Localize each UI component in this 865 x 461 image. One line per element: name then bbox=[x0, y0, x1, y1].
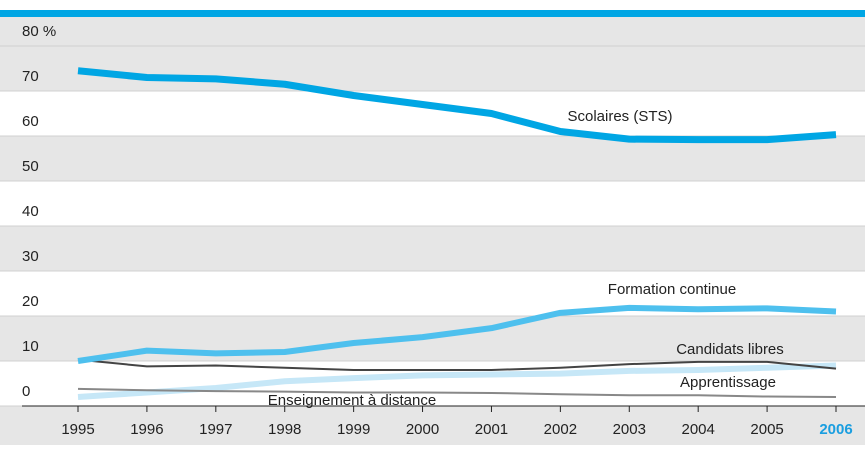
y-tick-label: 40 bbox=[22, 203, 39, 220]
series-label: Scolaires (STS) bbox=[567, 108, 672, 125]
y-tick-label: 70 bbox=[22, 68, 39, 85]
x-tick-label: 2002 bbox=[544, 421, 577, 438]
series-label: Candidats libres bbox=[676, 341, 784, 358]
x-tick-label: 2004 bbox=[681, 421, 714, 438]
series-label: Enseignement à distance bbox=[268, 392, 436, 409]
series-line bbox=[77, 67, 837, 144]
y-tick-label: 20 bbox=[22, 293, 39, 310]
band bbox=[0, 91, 865, 136]
x-tick-label: 1997 bbox=[199, 421, 232, 438]
y-tick-label: 80 % bbox=[22, 23, 56, 40]
series-label: Apprentissage bbox=[680, 374, 776, 391]
series-line bbox=[77, 387, 837, 398]
x-tick-label: 2001 bbox=[475, 421, 508, 438]
x-tick-label: 2000 bbox=[406, 421, 439, 438]
series-label: Formation continue bbox=[608, 281, 736, 298]
y-tick-label: 30 bbox=[22, 248, 39, 265]
series-line bbox=[77, 304, 837, 364]
y-tick-label: 0 bbox=[22, 383, 30, 400]
y-tick-label: 50 bbox=[22, 158, 39, 175]
x-tick-label: 2003 bbox=[613, 421, 646, 438]
x-tick-label: 1999 bbox=[337, 421, 370, 438]
x-tick-label: 2006 bbox=[819, 421, 852, 438]
band bbox=[0, 181, 865, 226]
x-tick-label: 1995 bbox=[61, 421, 94, 438]
x-tick-label: 2005 bbox=[750, 421, 783, 438]
top-bar bbox=[0, 10, 865, 17]
y-tick-label: 60 bbox=[22, 113, 39, 130]
series-line bbox=[77, 358, 837, 371]
x-tick-label: 1998 bbox=[268, 421, 301, 438]
series-line bbox=[77, 362, 837, 400]
y-tick-label: 10 bbox=[22, 338, 39, 355]
x-tick-label: 1996 bbox=[130, 421, 163, 438]
